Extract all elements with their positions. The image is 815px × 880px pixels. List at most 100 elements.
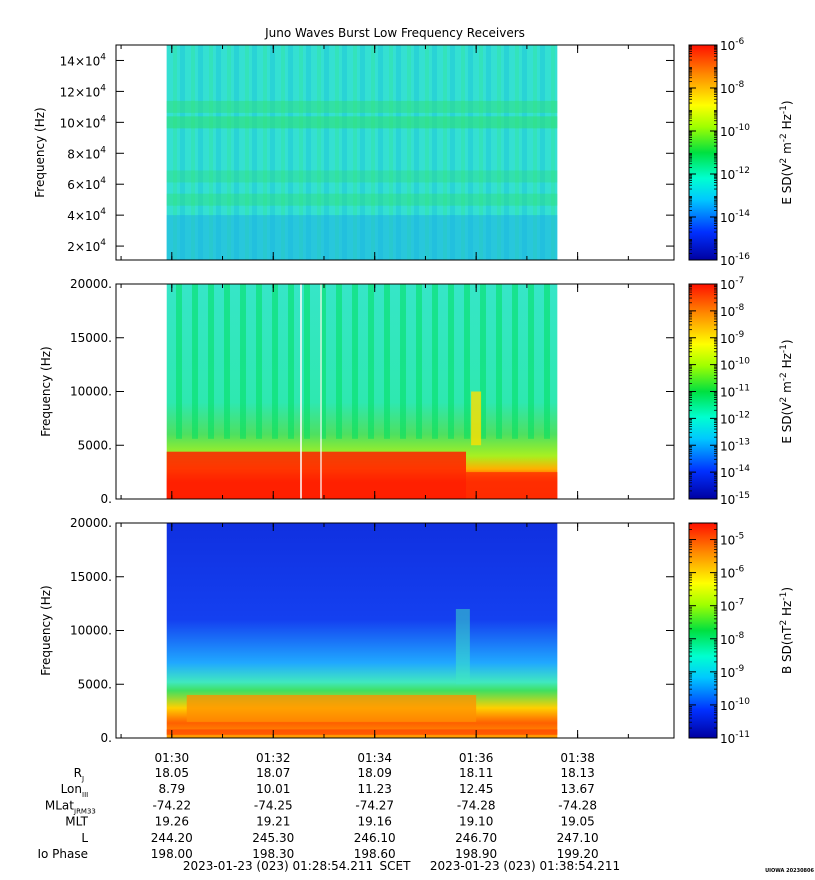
ephemeris-value: 245.30 [252,831,294,845]
ephemeris-label: Lon [61,782,82,796]
ephemeris-label: L [81,831,88,845]
panel-1-heatmap [166,45,558,260]
y-tick-label: 15000. [70,570,112,584]
figure-title: Juno Waves Burst Low Frequency Receivers [264,26,525,40]
colorbar-tick-label: 10-8 [720,631,745,647]
ephemeris-value: 18.11 [459,766,493,780]
ephemeris-value: 198.00 [151,847,193,861]
ephemeris-value: 198.30 [252,847,294,861]
colorbar-tick-label: 10-11 [720,730,750,746]
x-tick-label: 01:38 [560,751,595,765]
panel-1-colorbar-label: E SD(V2 m-2 Hz-1) [779,100,794,204]
panel-2-ylabel: Frequency (Hz) [39,346,53,437]
ephemeris-value: 198.90 [455,847,497,861]
ephemeris-value: 199.20 [557,847,599,861]
y-tick-label: 10000. [70,624,112,638]
ephemeris-value: 11.23 [358,782,392,796]
ephemeris-value: 18.07 [256,766,290,780]
footer-frame-label: SCET [380,859,412,873]
colorbar-tick-label: 10-7 [720,598,744,614]
colorbar-tick-label: 10-14 [720,464,750,480]
ephemeris-value: 198.60 [354,847,396,861]
panel-2-colorbar: 10-7 10-8 10-9 10-10 10-11 10-12 10-13 10-14 10-… [688,276,794,507]
panel-1-frame [115,44,675,261]
panel-3-heatmap [166,523,558,738]
ephemeris-value: 19.21 [256,815,290,829]
y-tick-label: 5000. [78,677,112,691]
y-tick-label: 10×104 [60,114,107,130]
ephemeris-value: -74.28 [558,798,597,812]
colorbar-tick-label: 10-10 [720,123,750,139]
y-tick-label: 0. [101,492,112,506]
colorbar-tick-label: 10-10 [720,357,750,373]
ephemeris-value: 19.05 [560,815,594,829]
colorbar-tick-label: 10-13 [720,437,750,453]
x-tick-label: 01:30 [155,751,190,765]
colorbar-tick-label: 10-5 [720,532,744,548]
colorbar-tick-label: 10-9 [720,664,745,680]
panel-2-heatmap [166,284,558,499]
y-tick-label: 5000. [78,438,112,452]
y-tick-label: 6×104 [67,176,106,192]
ephemeris-value: 18.05 [155,766,189,780]
y-tick-label: 20000. [70,277,112,291]
y-tick-label: 10000. [70,385,112,399]
y-tick-label: 12×104 [60,83,107,99]
y-tick-label: 15000. [70,331,112,345]
ephemeris-label-subscript: III [82,791,88,799]
ephemeris-value: 19.16 [358,815,392,829]
ephemeris-value: 246.70 [455,831,497,845]
colorbar-tick-label: 10-16 [720,252,750,268]
footer-end-time: 2023-01-23 (023) 01:38:54.211 [430,859,620,873]
ephemeris-value: 246.10 [354,831,396,845]
colorbar-tick-label: 10-11 [720,384,750,400]
ephemeris-label: MLat [45,798,74,812]
colorbar-tick-label: 10-14 [720,209,750,225]
ephemeris-label: Io Phase [37,847,88,861]
ephemeris-value: 18.13 [560,766,594,780]
ephemeris-value: 8.79 [158,782,185,796]
y-tick-label: 8×104 [67,145,106,161]
panel-1-ylabel: Frequency (Hz) [33,107,47,198]
ephemeris-label: MLT [65,815,88,829]
colorbar-tick-label: 10-7 [720,276,744,292]
panel-2-colorbar-label: E SD(V2 m-2 Hz-1) [779,339,794,443]
y-tick-label: 4×104 [67,207,106,223]
colorbar-tick-label: 10-6 [720,37,745,53]
ephemeris-label: R [74,766,82,780]
panel-3-colorbar-label: B SD(nT2 Hz-1) [779,587,794,674]
ephemeris-value: -74.27 [355,798,394,812]
y-tick-label: 20000. [70,516,112,530]
colorbar-tick-label: 10-12 [720,166,750,182]
ephemeris-value: 244.20 [151,831,193,845]
ephemeris-value: 18.09 [358,766,392,780]
colorbar-tick-label: 10-9 [720,330,745,346]
footer-start-time: 2023-01-23 (023) 01:28:54.211 [183,859,373,873]
ephemeris-value: -74.28 [457,798,496,812]
panel-3-ylabel: Frequency (Hz) [39,585,53,676]
credit-label: UIOWA 20230806 [765,868,814,874]
colorbar-tick-label: 10-12 [720,410,750,426]
ephemeris-value: 247.10 [557,831,599,845]
colorbar-tick-label: 10-6 [720,565,745,581]
panel-1-colorbar: 10-6 10-8 10-10 10-12 10-14 10-16 E SD(V2 m-2 … [688,37,794,268]
colorbar-tick-label: 10-8 [720,303,745,319]
ephemeris-value: 19.26 [155,815,189,829]
panel-2: 0. 5000. 10000. 15000. 20000. Frequency (Hz) 1… [39,276,794,507]
y-tick-label: 14×104 [60,52,107,68]
colorbar-tick-label: 10-15 [720,491,750,507]
x-tick-label: 01:34 [357,751,392,765]
y-tick-label: 0. [101,731,112,745]
ephemeris-value: 19.10 [459,815,493,829]
colorbar-tick-label: 10-10 [720,697,750,713]
panel-1: 2×104 4×104 6×104 8×104 10×104 12×104 14×104 Fr… [33,37,794,268]
ephemeris-value: -74.25 [254,798,293,812]
x-tick-label: 01:36 [459,751,494,765]
panel-3-colorbar: 10-5 10-6 10-7 10-8 10-9 10-10 10-11 B SD(nT2 H… [688,522,794,746]
ephemeris-value: 13.67 [560,782,594,796]
x-tick-label: 01:32 [256,751,291,765]
panel-3: 0. 5000. 10000. 15000. 20000. Frequency (Hz) 1… [39,516,794,746]
y-tick-label: 2×104 [67,238,106,254]
ephemeris-label-subscript: JRM33 [73,807,96,815]
